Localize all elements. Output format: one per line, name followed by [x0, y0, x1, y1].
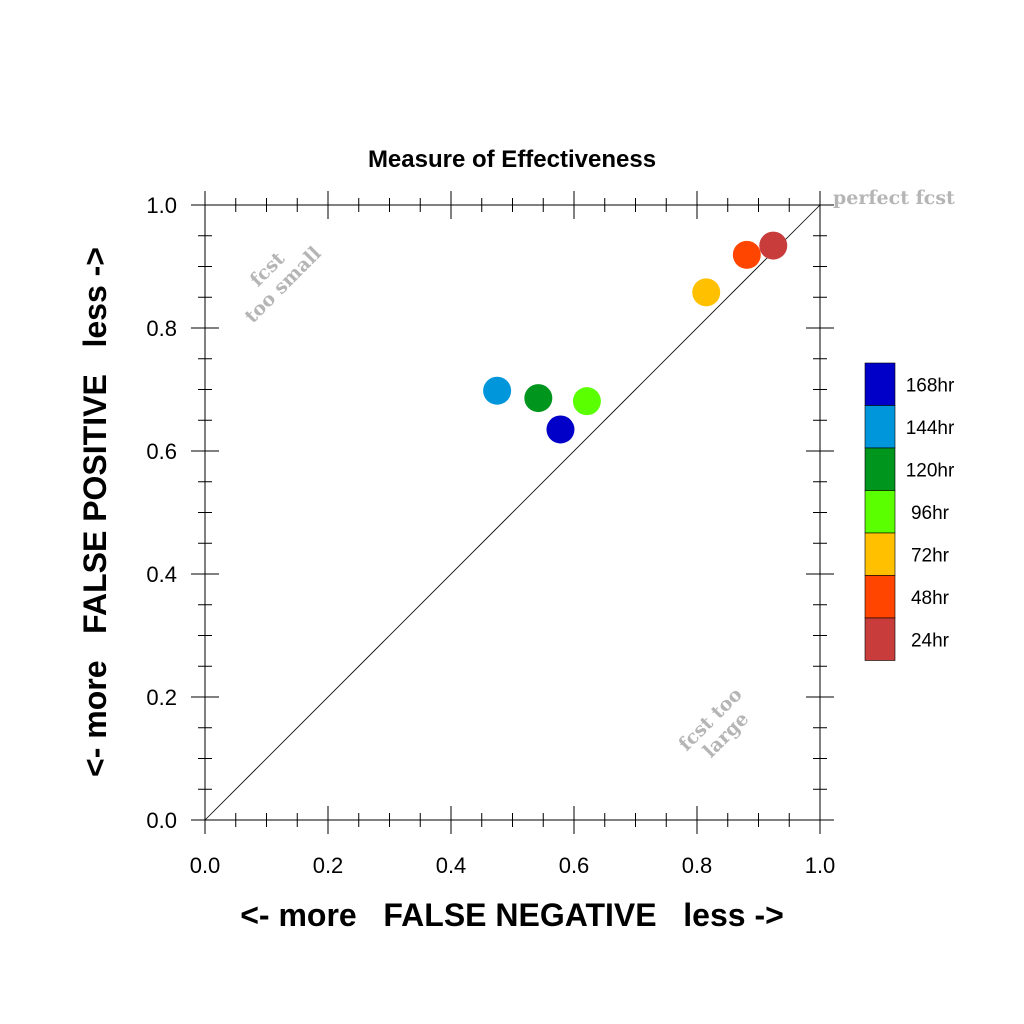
legend-label-24hr: 24hr — [911, 630, 950, 651]
y-tick-label: 1.0 — [146, 193, 177, 218]
point-24hr — [759, 231, 788, 260]
legend-label-72hr: 72hr — [911, 545, 950, 566]
annotation-fcst-too-small: fcst too small — [241, 243, 326, 328]
point-96hr — [572, 387, 601, 416]
legend-label-120hr: 120hr — [906, 460, 955, 481]
annotation-perfect-fcst: perfect fcst — [833, 187, 955, 209]
annotation-too-small-line2: too small — [241, 243, 326, 328]
y-tick-label: 0.2 — [146, 685, 177, 710]
legend-swatch-168hr — [864, 362, 896, 406]
diagonal-reference-line — [204, 204, 821, 821]
point-144hr — [483, 376, 512, 405]
x-tick-label: 0.6 — [559, 853, 590, 878]
y-tick-label: 0.0 — [146, 808, 177, 833]
legend-swatch-144hr — [864, 405, 896, 449]
legend-swatch-96hr — [864, 490, 896, 534]
chart-title: Measure of Effectiveness — [368, 146, 656, 173]
x-tick-label: 0.8 — [682, 853, 713, 878]
y-tick-labels: 0.0 0.2 0.4 0.6 0.8 1.0 — [146, 193, 177, 833]
legend: 168hr 144hr 120hr 96hr 72hr 48hr 24hr — [864, 362, 955, 661]
x-tick-label: 0.4 — [436, 853, 467, 878]
axis-ticks — [191, 191, 834, 834]
legend-swatch-72hr — [864, 532, 896, 576]
x-tick-label: 1.0 — [805, 853, 836, 878]
x-axis-label: <- more FALSE NEGATIVE less -> — [240, 897, 784, 933]
legend-label-144hr: 144hr — [906, 418, 955, 439]
legend-label-48hr: 48hr — [911, 588, 950, 609]
x-tick-label: 0.0 — [190, 853, 221, 878]
annotation-fcst-too-large: fcst too large — [674, 683, 753, 762]
point-72hr — [692, 278, 721, 307]
plot-area — [191, 191, 834, 834]
legend-label-168hr: 168hr — [906, 375, 955, 396]
y-axis-label: <- more FALSE POSITIVE less -> — [77, 247, 113, 777]
x-tick-labels: 0.0 0.2 0.4 0.6 0.8 1.0 — [190, 853, 836, 878]
legend-swatch-24hr — [864, 617, 896, 661]
point-48hr — [732, 240, 761, 269]
legend-label-96hr: 96hr — [911, 503, 950, 524]
y-tick-label: 0.6 — [146, 439, 177, 464]
point-168hr — [546, 415, 575, 444]
legend-swatch-48hr — [864, 575, 896, 619]
data-points — [483, 231, 788, 444]
y-tick-label: 0.4 — [146, 562, 177, 587]
legend-swatch-120hr — [864, 447, 896, 491]
x-tick-label: 0.2 — [313, 853, 344, 878]
point-120hr — [524, 384, 553, 413]
y-tick-label: 0.8 — [146, 316, 177, 341]
